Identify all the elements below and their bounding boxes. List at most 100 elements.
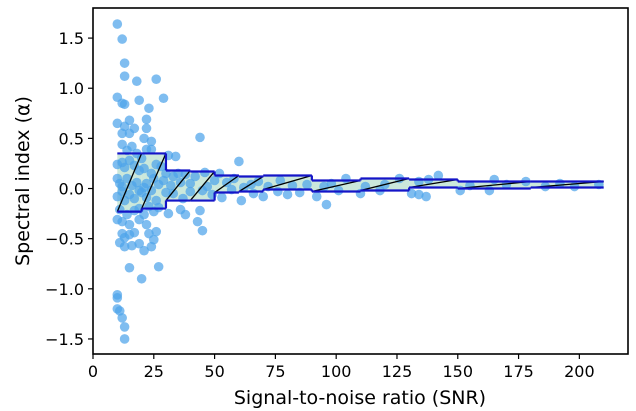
y-tick-label-4: 0.5 bbox=[59, 129, 84, 148]
data-point-148 bbox=[141, 219, 152, 230]
data-point-157 bbox=[146, 241, 157, 252]
data-point-17 bbox=[129, 123, 140, 134]
data-point-25 bbox=[127, 141, 137, 152]
data-point-2 bbox=[119, 58, 130, 68]
data-point-136 bbox=[163, 208, 174, 219]
data-point-8 bbox=[119, 99, 130, 110]
data-point-31 bbox=[170, 151, 181, 162]
data-point-53 bbox=[122, 173, 132, 184]
data-point-64 bbox=[185, 178, 196, 189]
plot-frame bbox=[92, 7, 629, 355]
data-point-49 bbox=[234, 156, 244, 167]
band-hatch-4 bbox=[214, 174, 240, 194]
data-point-28 bbox=[146, 144, 157, 155]
band-hatch-0 bbox=[116, 153, 143, 212]
data-point-111 bbox=[248, 188, 259, 199]
x-tick-label-7: 175 bbox=[503, 362, 534, 381]
data-point-160 bbox=[136, 273, 147, 284]
data-point-102 bbox=[161, 187, 171, 198]
data-point-11 bbox=[144, 103, 154, 114]
data-point-123 bbox=[421, 191, 431, 202]
data-point-103 bbox=[168, 188, 179, 199]
band-hatch-6 bbox=[263, 174, 313, 191]
band-hatch-9 bbox=[409, 178, 458, 189]
data-point-4 bbox=[131, 76, 142, 87]
data-point-154 bbox=[127, 240, 137, 251]
data-point-110 bbox=[236, 195, 247, 206]
data-point-147 bbox=[134, 214, 145, 225]
data-point-61 bbox=[158, 175, 169, 186]
data-point-116 bbox=[311, 191, 322, 202]
y-tick-label-2: −0.5 bbox=[45, 230, 84, 249]
data-point-71 bbox=[253, 176, 264, 187]
data-point-153 bbox=[119, 241, 130, 252]
data-point-97 bbox=[129, 193, 140, 204]
data-point-34 bbox=[119, 162, 130, 173]
data-point-10 bbox=[134, 95, 145, 106]
data-point-121 bbox=[406, 188, 417, 199]
data-point-138 bbox=[180, 209, 191, 220]
data-point-13 bbox=[112, 118, 123, 129]
x-tick-label-0: 0 bbox=[88, 362, 98, 381]
data-point-78 bbox=[341, 173, 351, 184]
data-point-139 bbox=[195, 205, 205, 216]
data-point-18 bbox=[139, 133, 149, 144]
x-tick-label-5: 125 bbox=[382, 362, 413, 381]
data-point-114 bbox=[282, 189, 293, 200]
band-hatch-8 bbox=[360, 177, 410, 192]
data-point-20 bbox=[141, 114, 152, 125]
band-hatch-2 bbox=[165, 170, 191, 201]
data-point-167 bbox=[119, 334, 130, 344]
y-tick-label-5: 1.0 bbox=[59, 79, 84, 98]
data-point-58 bbox=[141, 178, 152, 189]
data-point-66 bbox=[209, 175, 220, 186]
band-hatch-1 bbox=[141, 153, 167, 209]
band-hatch-10 bbox=[457, 180, 531, 190]
data-point-84 bbox=[433, 170, 444, 181]
x-tick-label-4: 100 bbox=[321, 362, 352, 381]
data-point-140 bbox=[192, 216, 203, 227]
data-point-0 bbox=[112, 19, 123, 29]
y-axis-ticks: −1.5 −1.0 −0.5 0.0 0.5 1.0 1.5 bbox=[45, 29, 93, 349]
y-tick-label-3: 0.0 bbox=[59, 180, 84, 199]
x-axis-ticks: 0 25 50 75 100 125 150 175 200 bbox=[88, 354, 595, 381]
data-point-5 bbox=[151, 74, 162, 85]
y-tick-label-6: 1.5 bbox=[59, 29, 84, 48]
data-point-22 bbox=[195, 132, 205, 143]
data-point-55 bbox=[131, 177, 142, 188]
x-tick-label-8: 200 bbox=[564, 362, 595, 381]
data-point-165 bbox=[117, 313, 127, 323]
data-point-150 bbox=[151, 226, 162, 237]
data-point-46 bbox=[190, 171, 200, 182]
data-point-156 bbox=[139, 245, 149, 256]
data-point-122 bbox=[414, 189, 424, 200]
data-point-113 bbox=[273, 186, 283, 197]
data-point-104 bbox=[178, 193, 188, 204]
data-point-21 bbox=[146, 136, 157, 147]
data-point-75 bbox=[302, 179, 312, 190]
data-point-112 bbox=[258, 191, 269, 202]
data-point-125 bbox=[484, 185, 495, 196]
data-point-74 bbox=[287, 180, 298, 191]
data-point-19 bbox=[141, 123, 152, 134]
data-point-159 bbox=[153, 261, 164, 272]
data-point-108 bbox=[217, 192, 227, 203]
data-point-105 bbox=[185, 186, 196, 197]
x-tick-label-1: 25 bbox=[144, 362, 164, 381]
band-hatch-7 bbox=[311, 179, 361, 193]
y-tick-label-0: −1.5 bbox=[45, 330, 84, 349]
data-point-1 bbox=[117, 34, 127, 44]
data-point-12 bbox=[158, 93, 169, 104]
x-axis-label: Signal-to-noise ratio (SNR) bbox=[234, 387, 486, 409]
data-point-45 bbox=[180, 169, 191, 180]
data-point-86 bbox=[489, 174, 500, 185]
data-point-38 bbox=[139, 163, 149, 174]
data-point-166 bbox=[119, 322, 130, 332]
data-point-155 bbox=[134, 238, 145, 249]
data-point-141 bbox=[197, 225, 208, 236]
data-point-129 bbox=[124, 219, 135, 230]
x-tick-label-6: 150 bbox=[442, 362, 473, 381]
data-point-162 bbox=[112, 293, 123, 303]
data-point-62 bbox=[166, 180, 176, 191]
